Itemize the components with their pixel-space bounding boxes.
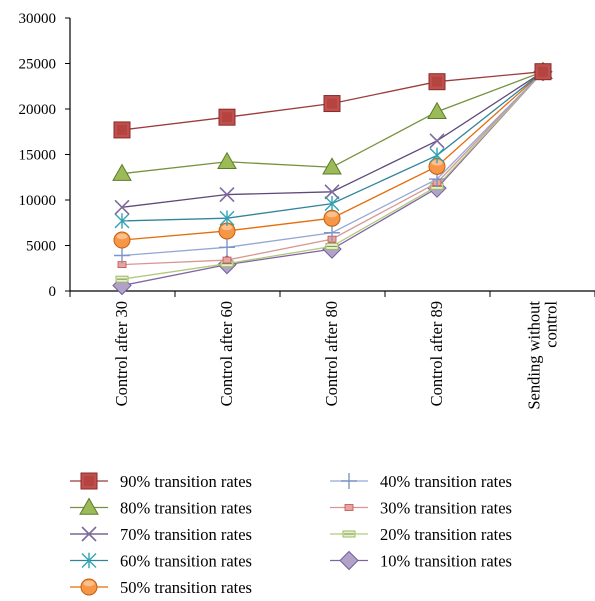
series-70-transition-rates [114,64,551,215]
legend-label: 30% transition rates [380,499,512,518]
legend-marker [81,526,97,542]
data-point [217,151,237,170]
data-point [113,121,131,139]
legend-label: 40% transition rates [380,472,512,491]
data-point [534,63,552,81]
data-point [113,231,131,249]
x-tick-label: Control after 89 [427,301,446,406]
y-tick-label: 0 [49,284,57,300]
data-point [428,73,446,91]
legend-marker [80,578,98,596]
svg-text:Control after 80: Control after 80 [322,301,341,406]
legend-item-50-transition-rates: 50% transition rates [70,578,252,597]
legend-marker [339,550,359,571]
data-point [219,186,235,203]
legend-marker [80,472,98,490]
x-tick-label: Sending withoutcontrol [525,301,561,410]
legend-marker [79,497,99,515]
legend-marker [342,530,356,538]
svg-text:Control after 30: Control after 30 [112,301,131,406]
y-tick-label: 15000 [19,148,57,164]
x-tick-label: Control after 60 [217,301,236,406]
data-point [324,224,340,241]
legend-label: 60% transition rates [120,552,252,571]
y-tick-label: 25000 [19,57,57,73]
data-point [115,275,129,283]
data-point [323,95,341,113]
legend-item-80-transition-rates: 80% transition rates [70,497,252,518]
data-point [114,247,130,264]
y-tick-label: 20000 [19,102,57,118]
legend-marker [344,504,354,511]
data-point [222,256,232,264]
data-point [322,157,342,175]
data-point [429,133,445,149]
data-point [324,195,340,212]
legend-label: 90% transition rates [120,472,252,491]
data-point [114,213,130,229]
data-point [325,242,339,250]
data-point [324,184,340,200]
legend-label: 10% transition rates [380,552,512,571]
series-group [112,61,553,296]
legend-item-60-transition-rates: 60% transition rates [70,552,252,571]
legend-label: 80% transition rates [120,499,252,518]
y-tick-label: 5000 [26,239,56,255]
svg-text:Control after 89: Control after 89 [427,301,446,406]
legend-label: 70% transition rates [120,525,252,544]
y-axis-ticks: 0 5000 10000 15000 20000 25000 30000 [19,11,70,300]
y-tick-label: 10000 [19,193,57,209]
series-80-transition-rates [112,61,553,181]
series-50-transition-rates [113,63,552,249]
legend-item-20-transition-rates: 20% transition rates [330,525,512,544]
svg-text:Control after 60: Control after 60 [217,301,236,406]
series-60-transition-rates [114,63,551,229]
data-point [218,108,236,126]
data-point [219,210,235,226]
legend-item-30-transition-rates: 30% transition rates [330,499,512,518]
data-point [219,239,235,256]
legend-item-10-transition-rates: 10% transition rates [330,550,512,571]
legend: 90% transition rates 80% transition rates… [70,472,512,597]
legend-label: 50% transition rates [120,578,252,597]
legend-marker [341,473,357,489]
data-point [427,101,447,119]
data-point [114,199,130,215]
legend-marker [81,552,97,569]
data-point [323,209,341,227]
data-point [112,163,132,181]
y-tick-label: 30000 [19,11,57,27]
legend-label: 20% transition rates [380,525,512,544]
legend-item-90-transition-rates: 90% transition rates [70,472,252,491]
x-axis-labels: Control after 30 Control after 60 Control … [112,301,561,410]
svg-text:Sending withoutcontrol: Sending withoutcontrol [525,301,561,410]
data-point [429,147,445,164]
x-tick-label: Control after 80 [322,301,341,406]
legend-item-70-transition-rates: 70% transition rates [70,525,252,544]
legend-item-40-transition-rates: 40% transition rates [330,472,512,491]
x-tick-label: Control after 30 [112,301,131,406]
series-90-transition-rates [113,63,552,139]
